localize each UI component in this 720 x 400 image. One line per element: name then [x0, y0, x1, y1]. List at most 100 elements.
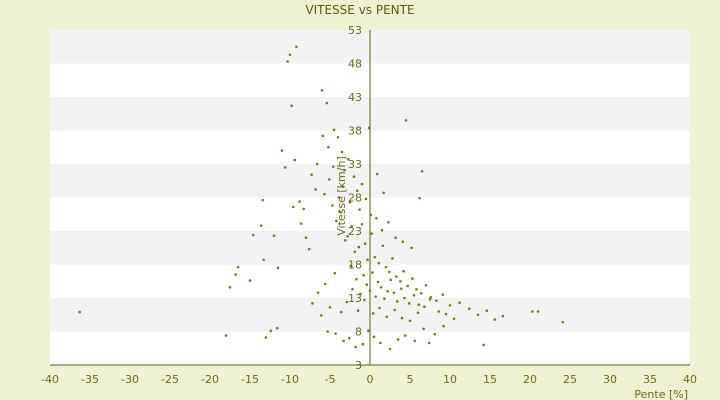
data-point	[291, 205, 295, 209]
data-point	[356, 309, 360, 313]
data-point	[389, 278, 393, 282]
data-point	[302, 207, 305, 211]
x-tick-label: -30	[121, 373, 139, 386]
x-tick-label: -35	[81, 373, 99, 386]
data-point	[400, 316, 404, 320]
x-tick-labels: -40 -35 -30 -25 -20 -15 -10 -5 0 5 10 15 20 25 30 35 40	[41, 373, 697, 386]
y-tick-label: 13	[348, 292, 362, 305]
data-point	[331, 204, 334, 207]
data-point	[311, 302, 314, 305]
data-point	[343, 168, 346, 172]
data-point	[403, 296, 406, 300]
data-point	[295, 45, 298, 49]
data-point	[327, 145, 330, 149]
data-point	[403, 334, 407, 337]
y-tick-label: 23	[348, 225, 362, 238]
data-point	[379, 285, 383, 289]
data-point	[340, 150, 344, 154]
data-point	[310, 173, 313, 177]
data-point	[485, 309, 489, 313]
data-point	[501, 314, 505, 318]
data-point	[395, 275, 398, 278]
data-point	[346, 235, 349, 238]
data-point	[384, 265, 388, 269]
data-point	[280, 149, 284, 152]
data-point	[354, 345, 357, 349]
data-point	[536, 310, 540, 313]
data-point	[321, 134, 325, 138]
data-point	[377, 261, 381, 265]
data-point	[228, 285, 232, 289]
data-point	[385, 315, 389, 319]
x-tick-label: 25	[563, 373, 577, 386]
x-tick-label: -40	[41, 373, 59, 386]
data-point	[316, 291, 320, 294]
data-point	[441, 293, 445, 296]
data-point	[424, 283, 428, 287]
data-point	[358, 208, 361, 211]
data-point	[363, 298, 366, 302]
data-point	[78, 310, 81, 314]
data-point	[345, 300, 349, 304]
data-point	[339, 310, 343, 314]
x-tick-label: 5	[407, 373, 414, 386]
x-tick-label: -15	[241, 373, 259, 386]
data-points	[78, 45, 565, 351]
x-tick-label: 10	[443, 373, 457, 386]
data-point	[352, 175, 356, 179]
data-point	[376, 280, 380, 284]
x-tick-label: -20	[201, 373, 219, 386]
data-point	[386, 290, 389, 293]
data-point	[224, 334, 228, 337]
x-tick-label: -25	[161, 373, 179, 386]
y-tick-label: 43	[348, 91, 362, 104]
data-point	[428, 298, 432, 301]
data-point	[293, 158, 297, 162]
data-point	[367, 329, 370, 333]
data-point	[314, 188, 317, 191]
data-point	[323, 192, 326, 196]
data-point	[328, 306, 332, 309]
data-point	[399, 279, 402, 283]
data-point	[452, 317, 456, 321]
data-point	[361, 342, 365, 346]
data-point	[415, 287, 418, 291]
data-point	[365, 283, 369, 286]
data-point	[561, 320, 565, 324]
data-point	[236, 265, 240, 269]
data-point	[347, 158, 350, 161]
data-point	[343, 239, 347, 242]
data-point	[476, 313, 480, 317]
data-point	[404, 119, 408, 122]
data-point	[363, 242, 367, 246]
data-point	[299, 222, 303, 225]
data-point	[348, 200, 352, 204]
data-point	[482, 343, 485, 347]
data-point	[458, 301, 461, 304]
data-point	[402, 269, 405, 273]
data-point	[396, 338, 400, 341]
data-point	[407, 302, 411, 305]
data-point	[351, 287, 354, 291]
data-point	[467, 307, 471, 311]
data-point	[493, 318, 497, 321]
data-point	[360, 182, 364, 186]
data-point	[435, 299, 438, 302]
x-tick-label: 0	[367, 373, 374, 386]
data-point	[347, 336, 351, 340]
data-point	[341, 185, 345, 189]
data-point	[387, 270, 391, 274]
data-point	[413, 339, 417, 343]
y-tick-label: 28	[348, 192, 362, 205]
data-point	[342, 339, 345, 343]
data-point	[388, 347, 392, 351]
data-point	[375, 216, 378, 220]
y-tick-label: 48	[348, 58, 362, 71]
data-point	[371, 271, 374, 274]
data-point	[336, 135, 340, 139]
data-point	[371, 312, 375, 315]
data-point	[334, 332, 337, 335]
data-point	[355, 189, 359, 193]
